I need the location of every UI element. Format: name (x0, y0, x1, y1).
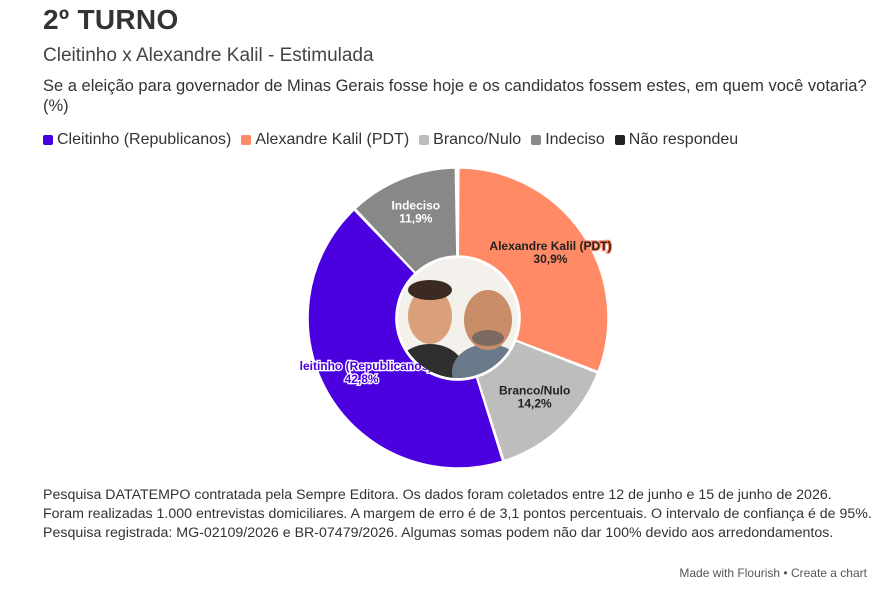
donut-slice[interactable] (456, 167, 459, 257)
legend-swatch (614, 135, 625, 145)
slice-value-label: 11,9% (399, 211, 433, 225)
legend-swatch (241, 135, 252, 145)
slice-label: Indeciso (391, 198, 440, 212)
page-title: 2º TURNO (43, 4, 179, 35)
chart-subtitle: Cleitinho x Alexandre Kalil - Estimulada (43, 45, 374, 66)
donut-slice[interactable] (457, 167, 609, 373)
slice-label: Alexandre Kalil (PDT) (489, 239, 611, 253)
slice-value-label: 14,2% (518, 397, 552, 411)
legend-label: Indeciso (545, 131, 605, 148)
flourish-credit[interactable]: Made with Flourish • Create a chart (679, 566, 867, 580)
legend-swatch (43, 135, 53, 145)
donut-slice[interactable] (354, 167, 458, 274)
slice-label: Branco/Nulo (499, 384, 570, 398)
legend-item[interactable]: Alexandre Kalil (PDT) (241, 131, 409, 149)
legend-swatch (419, 135, 430, 145)
donut-chart: Alexandre Kalil (PDT)30,9% Branco/Nulo14,… (300, 167, 613, 469)
methodology-note: Pesquisa DATATEMPO contratada pela Sempr… (43, 487, 872, 541)
legend-swatch (531, 135, 542, 145)
legend-label: Não respondeu (628, 131, 739, 148)
slice-value-label: 30,9% (533, 252, 567, 266)
donut-slice[interactable] (476, 339, 599, 462)
legend-item[interactable]: Não respondeu (614, 131, 739, 149)
legend-item[interactable]: Cleitinho (Republicanos) (43, 131, 231, 149)
legend-label: Branco/Nulo (433, 131, 522, 148)
legend-item[interactable]: Indeciso (531, 131, 605, 149)
survey-question: Se a eleição para governador de Minas Ge… (43, 77, 867, 115)
chart-legend: Cleitinho (Republicanos) Alexandre Kalil… (43, 131, 738, 149)
slice-label: Cleitinho (Republicanos) (300, 359, 432, 373)
donut-slice[interactable] (307, 208, 504, 469)
legend-item[interactable]: Branco/Nulo (419, 131, 521, 149)
legend-label: Alexandre Kalil (PDT) (255, 131, 410, 148)
slice-value-label: 42,8% (345, 372, 379, 386)
legend-label: Cleitinho (Republicanos) (57, 131, 232, 148)
